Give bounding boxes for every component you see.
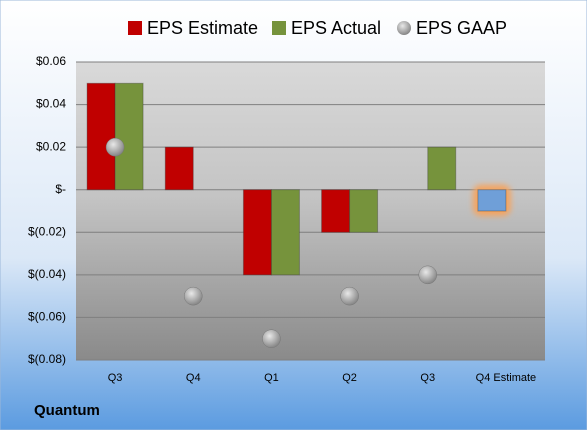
y-tick-label: $(0.06) bbox=[28, 310, 66, 324]
y-tick-label: $0.02 bbox=[36, 139, 66, 153]
company-label: Quantum bbox=[34, 402, 100, 419]
y-tick-label: $- bbox=[55, 182, 66, 196]
bar bbox=[86, 82, 116, 191]
bar bbox=[164, 146, 194, 191]
y-tick-label: $0.06 bbox=[36, 54, 66, 68]
bar bbox=[349, 189, 379, 233]
gaap-dot bbox=[418, 265, 437, 285]
bar bbox=[242, 189, 272, 276]
x-tick-label: Q3 bbox=[108, 372, 123, 384]
legend-label: EPS Actual bbox=[291, 18, 381, 38]
y-tick-label: $(0.08) bbox=[28, 352, 66, 366]
gaap-dot bbox=[105, 137, 125, 157]
bar bbox=[427, 146, 457, 191]
gaap-dot bbox=[184, 286, 203, 306]
legend-swatch bbox=[397, 21, 411, 35]
legend-label: EPS GAAP bbox=[416, 18, 507, 38]
x-tick-label: Q2 bbox=[342, 372, 357, 384]
x-tick-label: Q3 bbox=[420, 372, 435, 384]
plot-area bbox=[76, 62, 545, 360]
gaap-dot bbox=[262, 329, 281, 348]
bar bbox=[321, 189, 351, 233]
legend-swatch bbox=[128, 21, 142, 35]
legend-label: EPS Estimate bbox=[147, 18, 258, 38]
x-tick-label: Q4 Estimate bbox=[476, 372, 537, 384]
bar bbox=[270, 189, 300, 276]
x-tick-label: Q1 bbox=[264, 372, 279, 384]
gaap-dot bbox=[340, 286, 359, 306]
x-tick-label: Q4 bbox=[186, 372, 201, 384]
bar bbox=[114, 82, 144, 191]
y-tick-label: $0.04 bbox=[36, 97, 66, 111]
y-tick-label: $(0.02) bbox=[28, 224, 66, 238]
bar bbox=[477, 189, 507, 212]
legend-swatch bbox=[272, 21, 286, 35]
y-tick-label: $(0.04) bbox=[28, 267, 66, 281]
